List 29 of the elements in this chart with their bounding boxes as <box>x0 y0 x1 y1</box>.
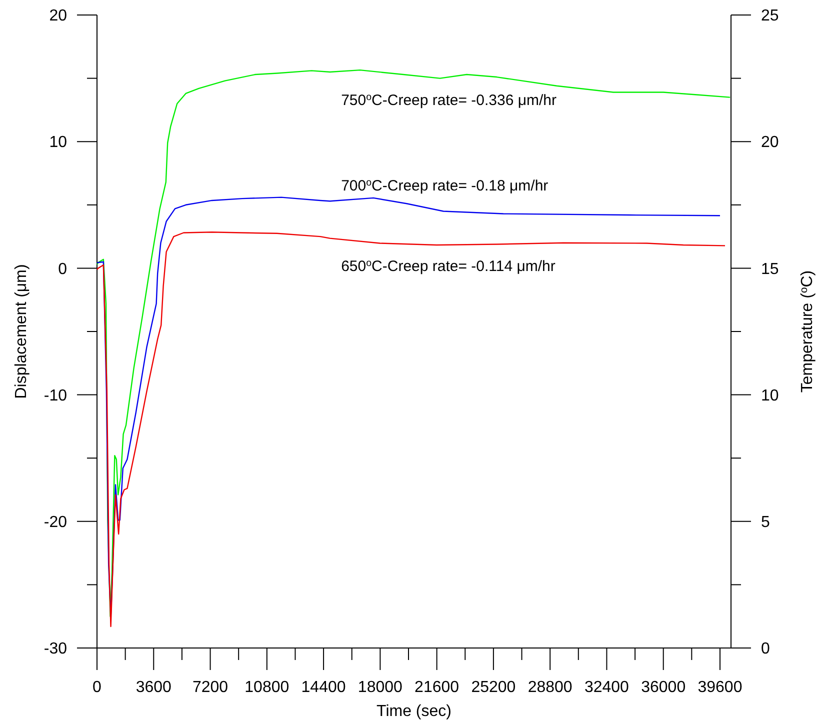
annotation: 750$^{o}$C-Creep rate= -0.336 μm/hr <box>341 92 557 110</box>
y2-tick-label: 20 <box>761 134 779 152</box>
x-tick-label: 32400 <box>584 679 630 696</box>
x-tick-label: 7200 <box>192 679 228 696</box>
x-tick-label: 21600 <box>414 679 460 696</box>
x-tick-label: 36000 <box>641 679 686 696</box>
y2-tick-label: 10 <box>761 387 779 404</box>
y-tick-label: 0 <box>58 260 68 278</box>
annotation: 650$^{o}$C-Creep rate= -0.114 μm/hr <box>341 257 556 275</box>
y2-tick-label: 5 <box>761 514 770 531</box>
annotation: 700$^{o}$C-Creep rate= -0.18 μm/hr <box>341 177 548 195</box>
x-tick-label: 25200 <box>471 679 516 696</box>
x-tick-label: 18000 <box>358 679 403 696</box>
x-tick-label: 10800 <box>244 679 290 696</box>
x-tick-label: 28800 <box>528 679 572 696</box>
x-tick-label: 39600 <box>698 679 742 696</box>
y-axis-title: Displacement (μm) <box>13 264 30 399</box>
y2-tick-label: 15 <box>761 260 779 278</box>
y-tick-label: 10 <box>49 134 68 152</box>
y-tick-label: -30 <box>44 640 68 658</box>
y-tick-label: -10 <box>44 387 68 404</box>
y-tick-label: -20 <box>44 514 68 531</box>
y2-tick-label: 0 <box>761 640 770 658</box>
y2-tick-label: 25 <box>761 8 779 25</box>
x-axis-title: Time (sec) <box>376 703 452 720</box>
x-tick-label: 3600 <box>136 679 172 696</box>
x-tick-label: 0 <box>92 679 102 696</box>
x-tick-label: 14400 <box>301 679 346 696</box>
y-tick-label: 20 <box>49 8 68 25</box>
